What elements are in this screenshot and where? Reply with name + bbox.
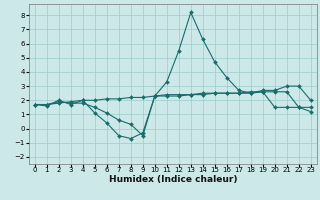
X-axis label: Humidex (Indice chaleur): Humidex (Indice chaleur) xyxy=(108,175,237,184)
